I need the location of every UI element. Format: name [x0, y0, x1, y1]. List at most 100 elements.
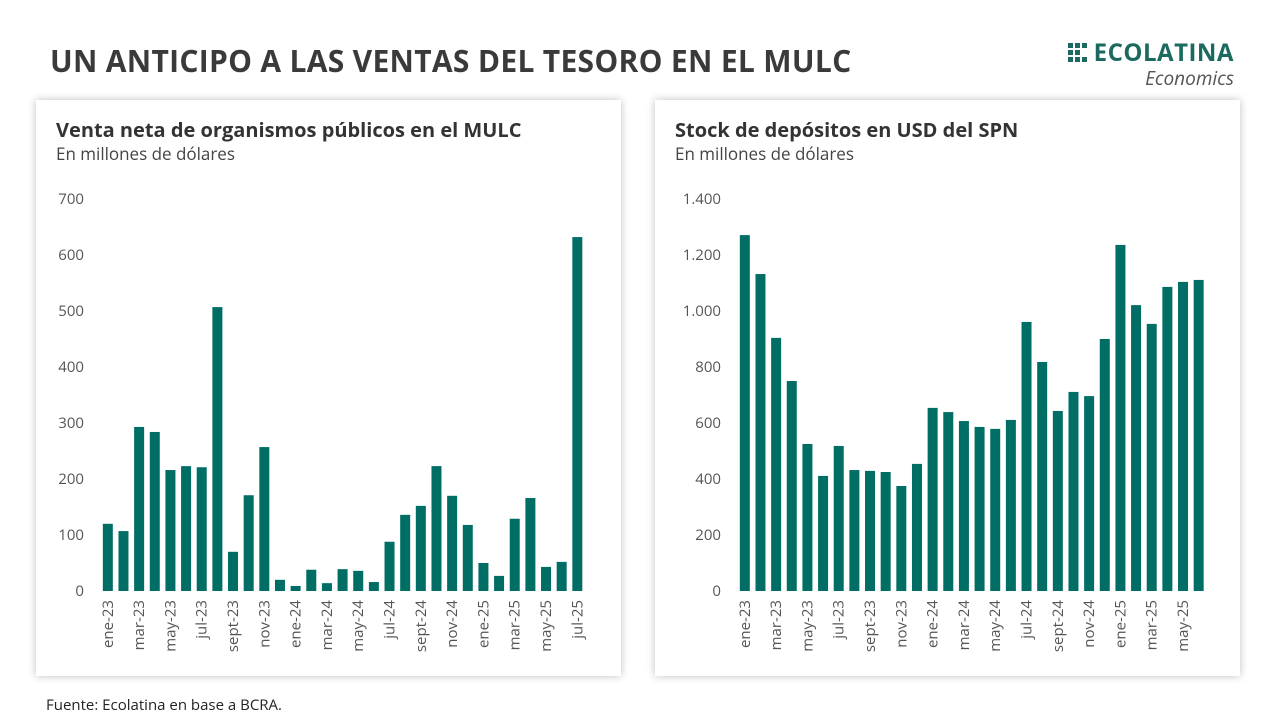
bar: [447, 495, 458, 591]
x-tick-label: may-24: [348, 600, 368, 652]
logo-text: ECOLATINA: [1093, 36, 1234, 69]
bar: [243, 495, 254, 591]
bar: [321, 583, 332, 591]
y-tick-label: 800: [695, 357, 721, 377]
x-tick-label: sept-23: [860, 600, 880, 652]
bar: [849, 470, 860, 591]
bar: [880, 472, 891, 591]
x-tick-label: ene-24: [923, 600, 943, 648]
x-tick-label: mar-23: [766, 600, 786, 650]
y-tick-label: 600: [695, 413, 721, 433]
bar: [228, 551, 239, 591]
bar: [865, 470, 876, 591]
x-tick-label: sept-24: [411, 600, 431, 652]
bar: [1131, 305, 1142, 591]
x-tick-label: nov-24: [1079, 600, 1099, 648]
x-tick-label: ene-23: [735, 600, 755, 648]
bar: [165, 470, 176, 591]
bar: [1068, 391, 1079, 591]
page-title: UN ANTICIPO A LAS VENTAS DEL TESORO EN E…: [50, 40, 852, 81]
bar: [102, 523, 113, 591]
bar: [1099, 339, 1110, 591]
bar: [739, 235, 750, 591]
x-tick-label: ene-23: [98, 600, 118, 648]
bar: [958, 421, 969, 591]
y-tick-label: 600: [58, 245, 84, 265]
x-tick-label: sept-23: [223, 600, 243, 652]
x-tick-label: jul-23: [829, 600, 849, 640]
bar: [196, 467, 207, 591]
bar: [494, 575, 505, 591]
bar: [755, 274, 766, 591]
logo-mark: ECOLATINA: [1067, 36, 1234, 69]
x-tick-label: mar-25: [1142, 600, 1162, 650]
x-tick-label: ene-25: [1110, 600, 1130, 648]
bar: [306, 569, 317, 591]
chart-subtitle: En millones de dólares: [675, 142, 854, 165]
bar: [541, 566, 552, 591]
x-tick-label: jul-24: [1017, 600, 1037, 640]
chart-title: Venta neta de organismos públicos en el …: [56, 116, 522, 143]
x-tick-label: may-23: [160, 600, 180, 652]
y-tick-label: 300: [58, 413, 84, 433]
y-tick-label: 1.400: [683, 189, 721, 209]
y-tick-label: 1.000: [683, 301, 721, 321]
chart-subtitle: En millones de dólares: [56, 142, 235, 165]
x-tick-label: may-25: [536, 600, 556, 652]
bar: [943, 412, 954, 591]
y-tick-label: 200: [58, 469, 84, 489]
y-tick-label: 0: [712, 581, 721, 601]
bar: [1193, 279, 1204, 591]
y-tick-label: 200: [695, 525, 721, 545]
bar: [525, 498, 536, 591]
bar: [368, 582, 379, 591]
x-tick-label: nov-24: [442, 600, 462, 648]
bar: [290, 585, 301, 591]
bar: [478, 563, 489, 591]
bar: [134, 426, 145, 591]
bar: [353, 570, 364, 591]
bar: [118, 531, 129, 591]
panel: Stock de depósitos en USD del SPN En mill…: [655, 100, 1240, 676]
bar: [1037, 361, 1048, 591]
bar: [1052, 410, 1063, 591]
bar: [911, 463, 922, 591]
y-tick-label: 400: [695, 469, 721, 489]
chart-title: Stock de depósitos en USD del SPN: [675, 116, 1018, 143]
panel: Venta neta de organismos públicos en el …: [36, 100, 621, 676]
bar: [771, 337, 782, 591]
bar: [212, 307, 223, 591]
y-tick-label: 500: [58, 301, 84, 321]
x-tick-label: jul-25: [567, 600, 587, 640]
bar: [400, 514, 411, 591]
bar: [259, 447, 270, 591]
y-tick-label: 700: [58, 189, 84, 209]
x-tick-label: may-25: [1173, 600, 1193, 652]
x-tick-label: jul-24: [380, 600, 400, 640]
bar: [415, 505, 426, 591]
x-tick-label: mar-24: [954, 600, 974, 651]
x-tick-label: nov-23: [891, 600, 911, 648]
x-tick-label: ene-25: [473, 600, 493, 648]
y-tick-label: 400: [58, 357, 84, 377]
bar: [896, 486, 907, 591]
y-tick-label: 0: [75, 581, 84, 601]
bar: [786, 381, 797, 591]
chart: Venta neta de organismos públicos en el …: [56, 116, 587, 652]
bar: [556, 561, 567, 591]
bar: [1162, 286, 1173, 591]
bar: [1084, 396, 1095, 591]
x-tick-label: mar-24: [317, 600, 337, 651]
bar: [1005, 419, 1016, 591]
x-tick-label: ene-24: [286, 600, 306, 648]
bar: [462, 524, 473, 591]
source: Fuente: Ecolatina en base a BCRA.: [46, 695, 282, 715]
bar: [818, 475, 829, 591]
x-tick-label: sept-24: [1048, 600, 1068, 652]
logo-icon: [1067, 42, 1087, 62]
x-tick-label: mar-25: [505, 600, 525, 650]
bar: [337, 569, 348, 591]
bar: [509, 518, 520, 591]
